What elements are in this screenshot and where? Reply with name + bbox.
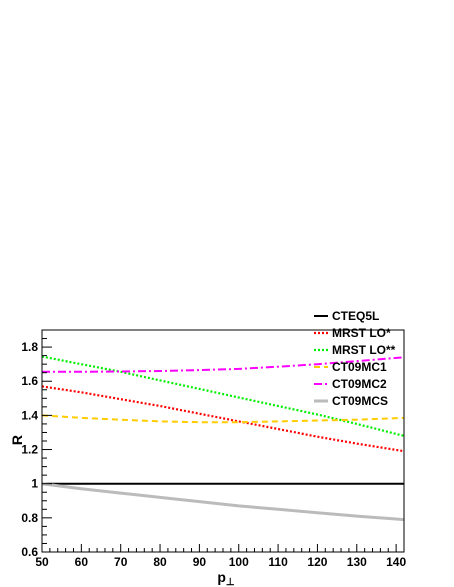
x-tick-label: 100 [229, 555, 249, 569]
legend-label: CT09MC1 [332, 360, 387, 374]
y-axis-label: R [9, 435, 25, 445]
x-tick-label: 60 [75, 555, 89, 569]
series-line-3 [41, 414, 405, 424]
legend-label: MRST LO* [332, 326, 391, 340]
x-tick-label: 110 [268, 555, 288, 569]
x-tick-label: 130 [347, 555, 367, 569]
series-line-4 [42, 356, 405, 373]
legend: CTEQ5L MRST LO* MRST LO** CT09MC1 CT09MC2 CT0… [314, 309, 396, 408]
y-tick-label: 1.6 [21, 374, 38, 388]
legend-label: CTEQ5L [332, 309, 379, 323]
y-tick-label: 0.6 [21, 545, 38, 559]
y-tick-label: 1.2 [21, 443, 38, 457]
x-tick-label: 120 [307, 555, 327, 569]
series-layer [41, 355, 405, 522]
y-tick-label: 0.8 [21, 511, 38, 525]
y-tick-label: 1 [31, 477, 38, 491]
x-tick-label: 140 [386, 555, 406, 569]
x-axis: 50 60 70 80 90 100 110 120 130 140 [35, 544, 406, 569]
y-tick-label: 1.8 [21, 340, 38, 354]
x-tick-label: 90 [193, 555, 207, 569]
x-tick-label: 70 [114, 555, 128, 569]
legend-label: CT09MCS [332, 394, 388, 408]
legend-label: MRST LO** [332, 343, 396, 357]
y-tick-label: 1.4 [21, 408, 38, 422]
x-tick-label: 50 [35, 555, 49, 569]
x-tick-label: 80 [153, 555, 167, 569]
legend-label: CT09MC2 [332, 377, 387, 391]
x-axis-label: p⊥ [217, 569, 235, 587]
series-line-5 [41, 482, 405, 522]
y-axis: 0.6 0.8 1 1.2 1.4 1.6 1.8 [21, 338, 52, 559]
